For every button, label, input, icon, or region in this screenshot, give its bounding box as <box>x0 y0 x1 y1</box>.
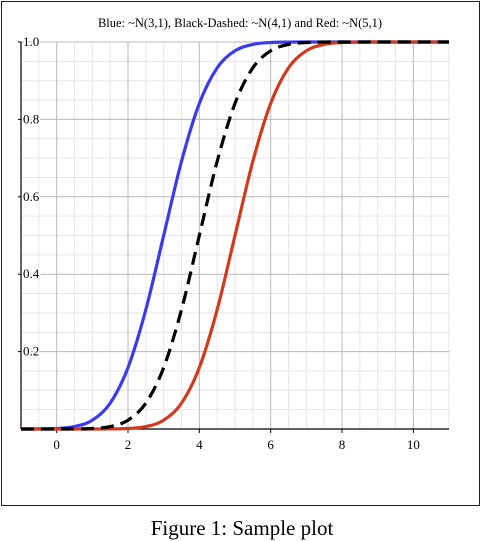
grid <box>20 41 450 429</box>
series-lines <box>20 40 449 431</box>
y-tick-label: 1.0 <box>23 34 39 49</box>
y-tick-label: 0.8 <box>23 111 39 126</box>
y-tick-label: 0.2 <box>23 344 39 359</box>
x-tick-label: 10 <box>407 437 420 452</box>
series-line-2 <box>20 40 449 431</box>
figure-caption: Figure 1: Sample plot <box>150 516 334 540</box>
chart: Blue: ~N(3,1), Black-Dashed: ~N(4,1) and… <box>18 16 450 452</box>
chart-title: Blue: ~N(3,1), Black-Dashed: ~N(4,1) and… <box>98 16 382 30</box>
x-tick-label: 4 <box>196 437 203 452</box>
figure-frame: Blue: ~N(3,1), Black-Dashed: ~N(4,1) and… <box>1 1 480 506</box>
y-tick-label: 0.6 <box>23 189 40 204</box>
x-tick-label: 6 <box>267 437 274 452</box>
x-tick-label: 2 <box>125 437 132 452</box>
y-tick-label: 0.4 <box>23 266 40 281</box>
x-tick-label: 0 <box>53 437 60 452</box>
x-tick-label: 8 <box>339 437 346 452</box>
